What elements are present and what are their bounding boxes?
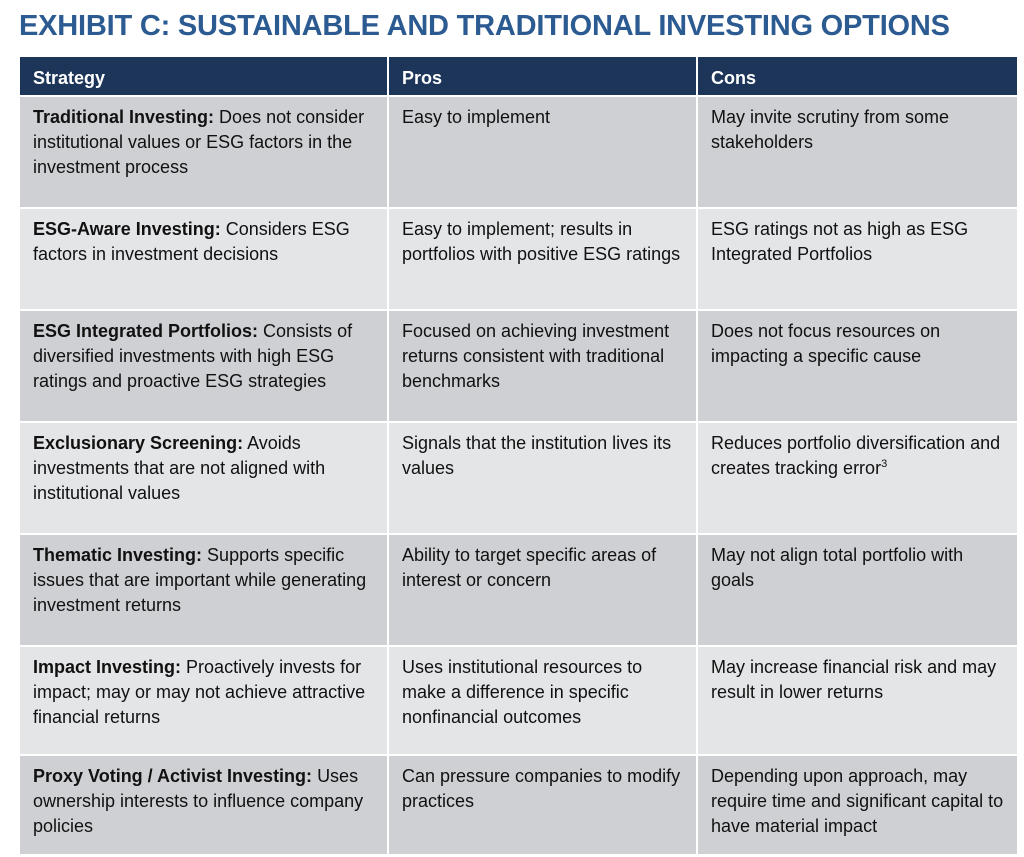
strategy-name: ESG Integrated Portfolios: bbox=[33, 321, 259, 341]
strategy-description: Consists of diversified investments with… bbox=[33, 321, 353, 391]
cons-text: Does not focus resources on impacting a … bbox=[711, 321, 941, 366]
strategy-description: Considers ESG factors in investment deci… bbox=[33, 219, 350, 264]
strategy-cell: Impact Investing: Proactively invests fo… bbox=[20, 647, 387, 754]
exhibit-title: EXHIBIT C: SUSTAINABLE AND TRADITIONAL I… bbox=[19, 10, 950, 42]
cons-text: Depending upon approach, may require tim… bbox=[711, 766, 1004, 836]
cons-text: ESG ratings not as high as ESG Integrate… bbox=[711, 219, 969, 264]
cons-cell: ESG ratings not as high as ESG Integrate… bbox=[698, 209, 1017, 309]
cons-cell: May invite scrutiny from some stakeholde… bbox=[698, 97, 1017, 207]
strategy-name: Traditional Investing: bbox=[33, 107, 215, 127]
strategy-description: Proactively invests for impact; may or m… bbox=[33, 657, 366, 727]
table-row: Proxy Voting / Activist Investing: Uses … bbox=[20, 756, 1017, 854]
strategy-name: Exclusionary Screening: bbox=[33, 433, 244, 453]
pros-cell: Focused on achieving investment returns … bbox=[389, 311, 696, 421]
cons-cell: May increase financial risk and may resu… bbox=[698, 647, 1017, 754]
strategy-description: Avoids investments that are not aligned … bbox=[33, 433, 326, 503]
strategy-cell: ESG-Aware Investing: Considers ESG facto… bbox=[20, 209, 387, 309]
pros-cell: Signals that the institution lives its v… bbox=[389, 423, 696, 533]
cons-cell: Depending upon approach, may require tim… bbox=[698, 756, 1017, 854]
table-header-row: Strategy Pros Cons bbox=[20, 57, 1017, 95]
table-row: Traditional Investing: Does not consider… bbox=[20, 97, 1017, 207]
strategy-cell: Exclusionary Screening: Avoids investmen… bbox=[20, 423, 387, 533]
strategy-description: Uses ownership interests to influence co… bbox=[33, 766, 364, 836]
header-pros: Pros bbox=[389, 57, 696, 95]
strategy-name: Thematic Investing: bbox=[33, 545, 203, 565]
pros-cell: Easy to implement bbox=[389, 97, 696, 207]
strategy-cell: ESG Integrated Portfolios: Consists of d… bbox=[20, 311, 387, 421]
cons-text: May increase financial risk and may resu… bbox=[711, 657, 997, 702]
table-row: ESG Integrated Portfolios: Consists of d… bbox=[20, 311, 1017, 421]
pros-cell: Ability to target specific areas of inte… bbox=[389, 535, 696, 645]
strategy-cell: Traditional Investing: Does not consider… bbox=[20, 97, 387, 207]
cons-cell: Does not focus resources on impacting a … bbox=[698, 311, 1017, 421]
strategy-description: Does not consider institutional values o… bbox=[33, 107, 365, 177]
footnote-marker: 3 bbox=[881, 458, 888, 470]
investing-options-table: Strategy Pros Cons Traditional Investing… bbox=[18, 55, 1019, 856]
cons-text: May invite scrutiny from some stakeholde… bbox=[711, 107, 950, 152]
strategy-description: Supports specific issues that are import… bbox=[33, 545, 367, 615]
strategy-cell: Proxy Voting / Activist Investing: Uses … bbox=[20, 756, 387, 854]
header-cons: Cons bbox=[698, 57, 1017, 95]
cons-text: May not align total portfolio with goals bbox=[711, 545, 964, 590]
table-row: Thematic Investing: Supports specific is… bbox=[20, 535, 1017, 645]
table-row: Exclusionary Screening: Avoids investmen… bbox=[20, 423, 1017, 533]
header-strategy: Strategy bbox=[20, 57, 387, 95]
strategy-cell: Thematic Investing: Supports specific is… bbox=[20, 535, 387, 645]
pros-cell: Easy to implement; results in portfolios… bbox=[389, 209, 696, 309]
strategy-name: Impact Investing: bbox=[33, 657, 182, 677]
cons-text: Reduces portfolio diversification and cr… bbox=[711, 433, 1001, 478]
cons-cell: Reduces portfolio diversification and cr… bbox=[698, 423, 1017, 533]
table-row: ESG-Aware Investing: Considers ESG facto… bbox=[20, 209, 1017, 309]
cons-cell: May not align total portfolio with goals bbox=[698, 535, 1017, 645]
strategy-name: Proxy Voting / Activist Investing: bbox=[33, 766, 313, 786]
table-row: Impact Investing: Proactively invests fo… bbox=[20, 647, 1017, 754]
strategy-name: ESG-Aware Investing: bbox=[33, 219, 221, 239]
pros-cell: Can pressure companies to modify practic… bbox=[389, 756, 696, 854]
pros-cell: Uses institutional resources to make a d… bbox=[389, 647, 696, 754]
